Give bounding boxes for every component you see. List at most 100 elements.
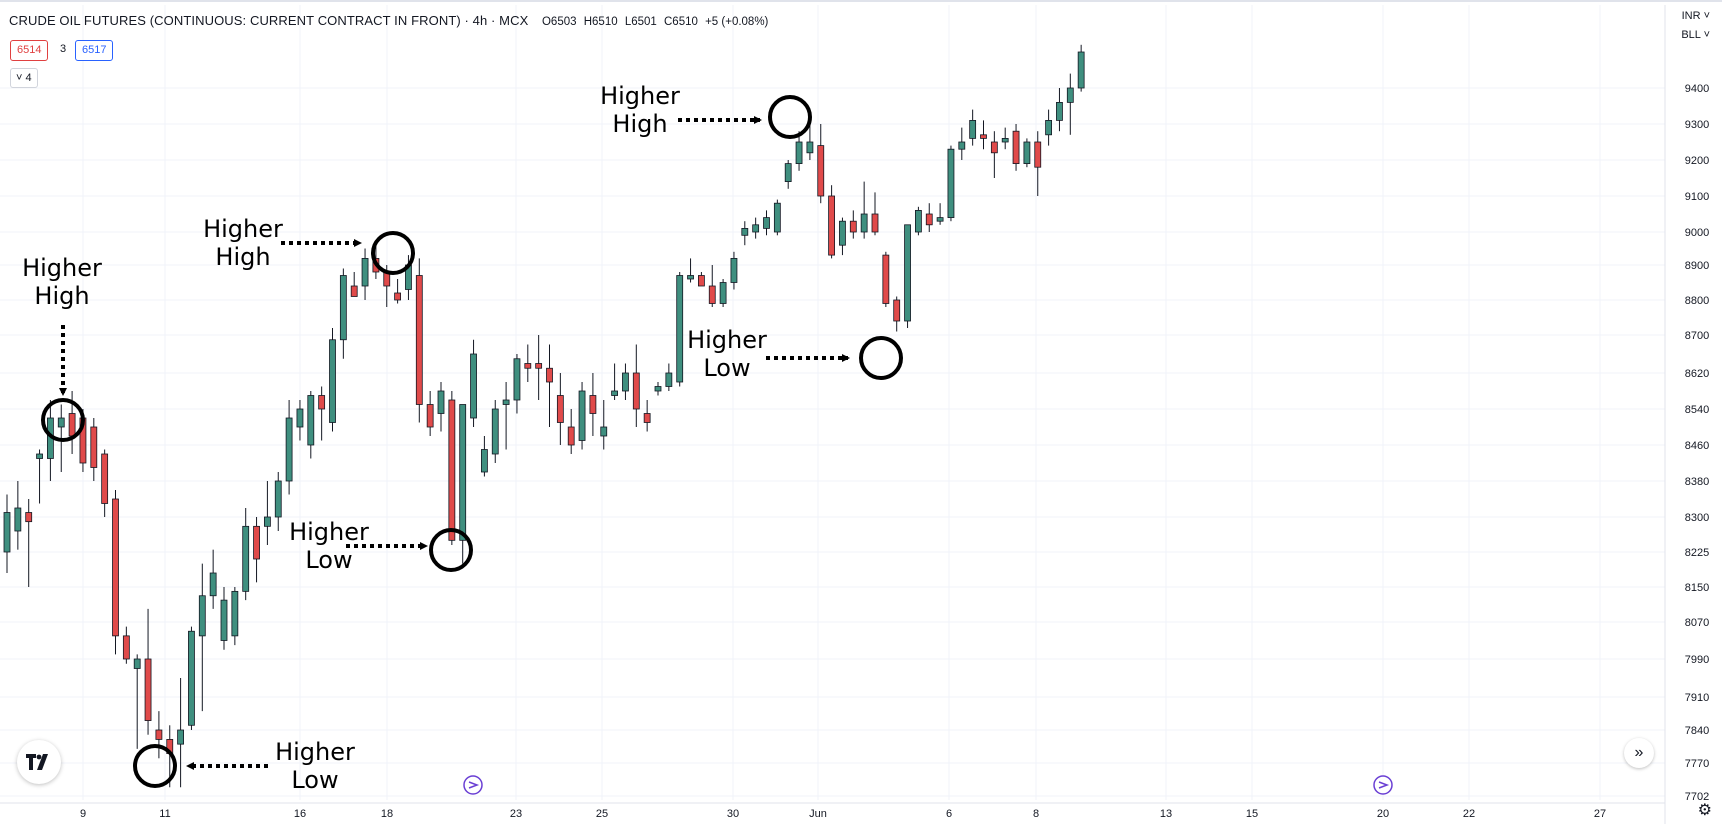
candle xyxy=(220,587,228,650)
candle xyxy=(882,251,890,307)
candle xyxy=(470,339,477,427)
candle xyxy=(1034,131,1042,196)
candle xyxy=(817,124,825,204)
candle xyxy=(643,400,651,432)
candle xyxy=(665,363,673,391)
candle xyxy=(795,131,803,171)
tv-logo-icon xyxy=(26,754,48,770)
time-axis[interactable]: 9 11 16 18 23 25 30 Jun 6 8 13 15 20 22 27 xyxy=(80,808,1606,820)
time-tick-label: Jun xyxy=(809,808,827,820)
candle xyxy=(676,272,684,387)
candle xyxy=(969,109,977,146)
candle xyxy=(155,711,163,759)
candle xyxy=(253,517,260,583)
gear-icon[interactable]: ⚙ xyxy=(1697,802,1712,819)
buy-button[interactable]: 6517 xyxy=(75,40,114,61)
annotations: HigherHighHigherLowHigherHighHigherLowHi… xyxy=(22,82,903,794)
candle xyxy=(567,409,575,454)
candle xyxy=(871,192,879,236)
price-tick-label: 7702 xyxy=(1685,791,1709,803)
time-tick-label: 25 xyxy=(596,808,608,820)
highlight-circle xyxy=(133,744,177,788)
candle xyxy=(329,328,336,432)
time-tick-label: 6 xyxy=(946,808,952,820)
time-tick-label: 22 xyxy=(1463,808,1475,820)
candle xyxy=(893,296,901,332)
candle xyxy=(828,185,835,259)
candle xyxy=(524,344,532,382)
candle xyxy=(133,654,141,749)
scroll-to-realtime-button[interactable]: » xyxy=(1624,738,1654,768)
price-tick-label: 8300 xyxy=(1685,512,1709,524)
candle xyxy=(177,678,185,788)
sell-button[interactable]: 6514 xyxy=(10,40,49,61)
candle xyxy=(513,354,521,414)
price-tick-label: 7910 xyxy=(1685,692,1709,704)
currency-selector[interactable]: INR ˅ xyxy=(1681,10,1710,22)
symbol-title[interactable]: CRUDE OIL FUTURES (CONTINUOUS: CURRENT C… xyxy=(9,13,529,28)
candle xyxy=(741,221,749,246)
candle xyxy=(415,258,423,423)
price-tick-label: 8620 xyxy=(1685,368,1709,380)
price-tick-label: 8460 xyxy=(1685,440,1709,452)
candle xyxy=(904,224,911,328)
candle xyxy=(849,210,857,239)
price-tick-label: 7840 xyxy=(1685,725,1709,737)
price-tick-label: 8150 xyxy=(1685,582,1709,594)
annotation-label: Low xyxy=(291,766,338,794)
candle xyxy=(925,203,933,232)
indicators-toggle[interactable]: ˅ 4 xyxy=(10,68,38,88)
price-tick-label: 9400 xyxy=(1685,83,1709,95)
event-markers[interactable] xyxy=(463,775,1393,795)
price-tick-label: 7770 xyxy=(1685,758,1709,770)
price-tick-label: 8380 xyxy=(1685,476,1709,488)
candle xyxy=(936,203,944,225)
time-tick-label: 8 xyxy=(1033,808,1039,820)
candle xyxy=(546,344,553,427)
price-tick-label: 9000 xyxy=(1685,227,1709,239)
candle xyxy=(448,391,456,545)
candle xyxy=(242,508,250,601)
open-value: O6503 xyxy=(541,16,577,28)
annotation-label: Higher xyxy=(203,215,283,243)
annotation-label: Higher xyxy=(289,518,369,546)
time-tick-label: 16 xyxy=(294,808,306,820)
highlight-circle xyxy=(859,336,903,380)
price-tick-label: 8070 xyxy=(1685,617,1709,629)
event-marker-icon[interactable] xyxy=(1373,775,1393,795)
time-tick-label: 11 xyxy=(159,808,170,820)
time-tick-label: 23 xyxy=(510,808,522,820)
highlight-circle xyxy=(429,528,473,572)
tradingview-logo[interactable] xyxy=(17,740,61,784)
time-tick-label: 13 xyxy=(1160,808,1172,820)
annotation-label: Low xyxy=(305,546,352,574)
time-tick-label: 18 xyxy=(381,808,393,820)
symbol-header[interactable]: CRUDE OIL FUTURES (CONTINUOUS: CURRENT C… xyxy=(9,13,772,28)
candle xyxy=(90,418,98,481)
candle xyxy=(459,404,467,564)
candle xyxy=(708,265,716,307)
spread-value: 3 xyxy=(60,43,67,55)
event-marker-icon[interactable] xyxy=(463,775,483,795)
candle xyxy=(144,608,152,735)
candle xyxy=(480,436,488,477)
price-tick-label: 8700 xyxy=(1685,330,1709,342)
price-axis[interactable]: 7702 7770 7840 7910 7990 8070 8150 8225 8300 8380… xyxy=(1685,83,1709,803)
price-tick-label: 9100 xyxy=(1685,191,1709,203)
price-tick-label: 9200 xyxy=(1685,155,1709,167)
candle xyxy=(632,344,640,427)
candle xyxy=(25,499,33,587)
candle xyxy=(426,391,434,436)
candle xyxy=(947,145,955,222)
candle xyxy=(3,494,11,573)
annotation-label: High xyxy=(215,243,270,271)
candle xyxy=(1045,109,1052,146)
unit-selector[interactable]: BLL ˅ xyxy=(1681,29,1710,41)
candle xyxy=(535,335,543,400)
candle xyxy=(394,279,402,304)
candle xyxy=(1012,124,1020,171)
candle xyxy=(730,251,738,290)
ohlc-readout: O6503 H6510 L6501 C6510 +5 (+0.08%) xyxy=(542,16,772,28)
candle xyxy=(990,131,998,178)
